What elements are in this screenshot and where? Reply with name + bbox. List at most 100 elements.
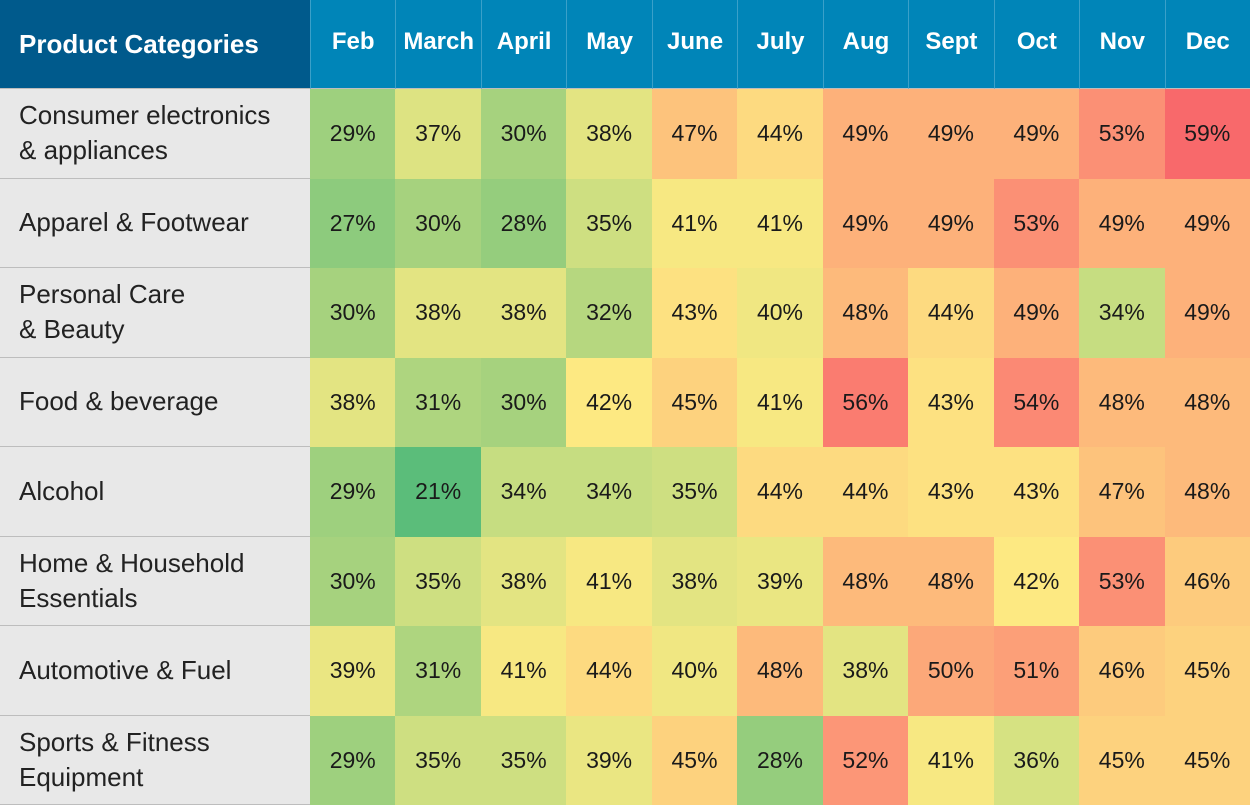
heatmap-cell: 41% [480,626,567,716]
heatmap-cell: 54% [993,357,1080,447]
heatmap-cell: 35% [566,178,652,268]
heatmap-cell: 59% [1164,89,1250,179]
heatmap-cell: 49% [908,178,994,268]
heatmap-cell: 40% [651,626,738,716]
row-label: Alcohol [0,447,310,537]
heatmap-cell: 21% [395,447,481,537]
heatmap-cell: 39% [566,715,652,805]
heatmap-cell: 38% [480,268,567,358]
heatmap-cell: 43% [908,447,994,537]
heatmap-cell: 41% [737,178,823,268]
heatmap-cell: 29% [310,447,396,537]
heatmap-cell: 49% [822,89,909,179]
heatmap-cell: 37% [395,89,481,179]
heatmap-cell: 48% [1079,357,1165,447]
heatmap-cell: 31% [395,357,481,447]
heatmap-cell: 50% [908,626,994,716]
heatmap-cell: 35% [395,536,481,626]
heatmap-cell: 30% [480,89,567,179]
heatmap-cell: 30% [310,536,396,626]
heatmap-cell: 48% [1164,447,1250,537]
heatmap-cell: 44% [737,447,823,537]
heatmap-cell: 53% [993,178,1080,268]
heatmap-cell: 35% [395,715,481,805]
column-header-feb: Feb [310,0,396,89]
column-header-oct: Oct [993,0,1080,89]
heatmap-cell: 56% [822,357,909,447]
heatmap-cell: 39% [737,536,823,626]
heatmap-cell: 28% [480,178,567,268]
heatmap-cell: 48% [737,626,823,716]
column-header-nov: Nov [1079,0,1165,89]
column-header-sept: Sept [908,0,994,89]
heatmap-cell: 49% [993,268,1080,358]
heatmap-cell: 48% [822,268,909,358]
heatmap-cell: 43% [651,268,738,358]
heatmap-cell: 45% [1164,715,1250,805]
heatmap-cell: 31% [395,626,481,716]
row-label: Consumer electronics & appliances [0,89,310,179]
heatmap-cell: 45% [651,357,738,447]
heatmap-cell: 53% [1079,536,1165,626]
heatmap-cell: 38% [480,536,567,626]
heatmap-cell: 34% [566,447,652,537]
heatmap-cell: 46% [1164,536,1250,626]
heatmap-cell: 27% [310,178,396,268]
column-header-july: July [737,0,823,89]
heatmap-cell: 29% [310,89,396,179]
heatmap-cell: 49% [1079,178,1165,268]
heatmap-cell: 45% [1079,715,1165,805]
heatmap-cell: 48% [822,536,909,626]
heatmap-cell: 28% [737,715,823,805]
heatmap-cell: 47% [1079,447,1165,537]
heatmap-cell: 49% [993,89,1080,179]
heatmap-cell: 46% [1079,626,1165,716]
heatmap-cell: 42% [566,357,652,447]
corner-header: Product Categories [0,0,310,89]
heatmap-cell: 48% [1164,357,1250,447]
heatmap-cell: 40% [737,268,823,358]
heatmap-cell: 45% [1164,626,1250,716]
heatmap-cell: 30% [480,357,567,447]
heatmap-cell: 32% [566,268,652,358]
heatmap-cell: 38% [822,626,909,716]
column-header-dec: Dec [1164,0,1250,89]
heatmap-cell: 44% [566,626,652,716]
heatmap-cell: 30% [395,178,481,268]
heatmap-cell: 41% [908,715,994,805]
heatmap-cell: 48% [908,536,994,626]
heatmap-cell: 41% [651,178,738,268]
row-label: Food & beverage [0,357,310,447]
heatmap-cell: 53% [1079,89,1165,179]
row-label: Home & Household Essentials [0,536,310,626]
row-label: Automotive & Fuel [0,626,310,716]
heatmap-cell: 49% [1164,268,1250,358]
heatmap-cell: 41% [566,536,652,626]
column-header-may: May [566,0,652,89]
heatmap-cell: 38% [566,89,652,179]
heatmap-cell: 34% [480,447,567,537]
heatmap-cell: 38% [395,268,481,358]
row-label: Personal Care & Beauty [0,268,310,358]
heatmap-cell: 36% [993,715,1080,805]
heatmap-cell: 43% [993,447,1080,537]
heatmap-cell: 41% [737,357,823,447]
heatmap-cell: 29% [310,715,396,805]
heatmap-cell: 38% [651,536,738,626]
heatmap-cell: 44% [737,89,823,179]
heatmap-cell: 49% [1164,178,1250,268]
heatmap-cell: 44% [822,447,909,537]
heatmap-cell: 35% [480,715,567,805]
heatmap-cell: 49% [908,89,994,179]
heatmap-cell: 43% [908,357,994,447]
heatmap-cell: 51% [993,626,1080,716]
heatmap-cell: 30% [310,268,396,358]
row-label: Sports & Fitness Equipment [0,715,310,805]
heatmap-cell: 52% [822,715,909,805]
column-header-march: March [395,0,481,89]
column-header-june: June [651,0,738,89]
heatmap-cell: 42% [993,536,1080,626]
heatmap-cell: 35% [651,447,738,537]
heatmap-cell: 49% [822,178,909,268]
heatmap-cell: 34% [1079,268,1165,358]
